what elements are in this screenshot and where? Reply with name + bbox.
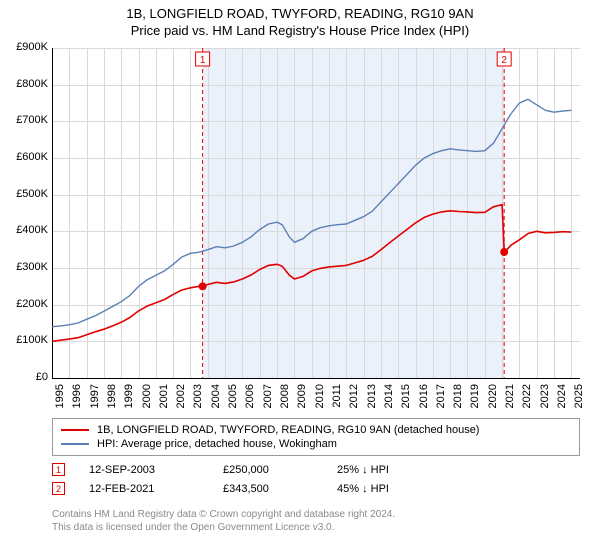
event-delta: 45% ↓ HPI [337, 483, 389, 495]
event-row: 1 12-SEP-2003 £250,000 25% ↓ HPI [52, 460, 580, 479]
event-dot [500, 248, 508, 256]
xtick-label: 2021 [504, 384, 516, 414]
xtick-label: 2013 [366, 384, 378, 414]
event-marker-number: 2 [501, 55, 507, 66]
plot-area: 12 [52, 48, 580, 378]
xtick-label: 2023 [539, 384, 551, 414]
event-row-marker: 2 [52, 482, 65, 495]
xtick-label: 2018 [452, 384, 464, 414]
credits: Contains HM Land Registry data © Crown c… [52, 508, 580, 534]
xtick-label: 2024 [556, 384, 568, 414]
xtick-label: 2006 [244, 384, 256, 414]
legend-label: HPI: Average price, detached house, Woki… [97, 438, 337, 450]
legend: 1B, LONGFIELD ROAD, TWYFORD, READING, RG… [52, 418, 580, 456]
ytick-label: £0 [2, 371, 48, 383]
event-row-marker: 1 [52, 463, 65, 476]
legend-row: 1B, LONGFIELD ROAD, TWYFORD, READING, RG… [61, 423, 571, 437]
title-line-1: 1B, LONGFIELD ROAD, TWYFORD, READING, RG… [0, 6, 600, 23]
event-date: 12-FEB-2021 [89, 483, 199, 495]
event-row: 2 12-FEB-2021 £343,500 45% ↓ HPI [52, 479, 580, 498]
legend-swatch [61, 429, 89, 431]
xtick-label: 2003 [192, 384, 204, 414]
chart-container: 1B, LONGFIELD ROAD, TWYFORD, READING, RG… [0, 0, 600, 560]
ytick-label: £900K [2, 41, 48, 53]
xtick-label: 2004 [210, 384, 222, 414]
xtick-label: 1999 [123, 384, 135, 414]
chart-svg: 12 [52, 48, 580, 378]
xtick-label: 1997 [89, 384, 101, 414]
xtick-label: 2022 [521, 384, 533, 414]
ytick-label: £300K [2, 261, 48, 273]
xtick-label: 2011 [331, 384, 343, 414]
xtick-label: 2019 [469, 384, 481, 414]
xtick-label: 2012 [348, 384, 360, 414]
xtick-label: 2015 [400, 384, 412, 414]
xtick-label: 2017 [435, 384, 447, 414]
ytick-label: £200K [2, 298, 48, 310]
xtick-label: 2025 [573, 384, 585, 414]
ytick-label: £500K [2, 188, 48, 200]
ytick-label: £700K [2, 114, 48, 126]
series-price_paid [52, 205, 571, 342]
event-delta: 25% ↓ HPI [337, 464, 389, 476]
xtick-label: 1996 [71, 384, 83, 414]
credits-line-2: This data is licensed under the Open Gov… [52, 521, 580, 534]
event-price: £343,500 [223, 483, 313, 495]
xtick-label: 1998 [106, 384, 118, 414]
xtick-label: 2005 [227, 384, 239, 414]
ytick-label: £800K [2, 78, 48, 90]
xtick-label: 2008 [279, 384, 291, 414]
xtick-label: 2001 [158, 384, 170, 414]
ytick-label: £100K [2, 334, 48, 346]
credits-line-1: Contains HM Land Registry data © Crown c… [52, 508, 580, 521]
title-block: 1B, LONGFIELD ROAD, TWYFORD, READING, RG… [0, 0, 600, 40]
ytick-label: £600K [2, 151, 48, 163]
xtick-label: 2009 [296, 384, 308, 414]
xtick-label: 2020 [487, 384, 499, 414]
xtick-label: 2007 [262, 384, 274, 414]
title-line-2: Price paid vs. HM Land Registry's House … [0, 23, 600, 40]
events-table: 1 12-SEP-2003 £250,000 25% ↓ HPI 2 12-FEB-202… [52, 460, 580, 498]
event-marker-number: 1 [200, 55, 206, 66]
legend-row: HPI: Average price, detached house, Woki… [61, 437, 571, 451]
legend-swatch [61, 443, 89, 445]
series-hpi [52, 99, 571, 326]
legend-label: 1B, LONGFIELD ROAD, TWYFORD, READING, RG… [97, 424, 479, 436]
xtick-label: 1995 [54, 384, 66, 414]
x-axis [52, 378, 580, 379]
xtick-label: 2010 [314, 384, 326, 414]
event-dot [199, 282, 207, 290]
xtick-label: 2002 [175, 384, 187, 414]
xtick-label: 2014 [383, 384, 395, 414]
event-price: £250,000 [223, 464, 313, 476]
event-date: 12-SEP-2003 [89, 464, 199, 476]
xtick-label: 2016 [418, 384, 430, 414]
ytick-label: £400K [2, 224, 48, 236]
xtick-label: 2000 [141, 384, 153, 414]
